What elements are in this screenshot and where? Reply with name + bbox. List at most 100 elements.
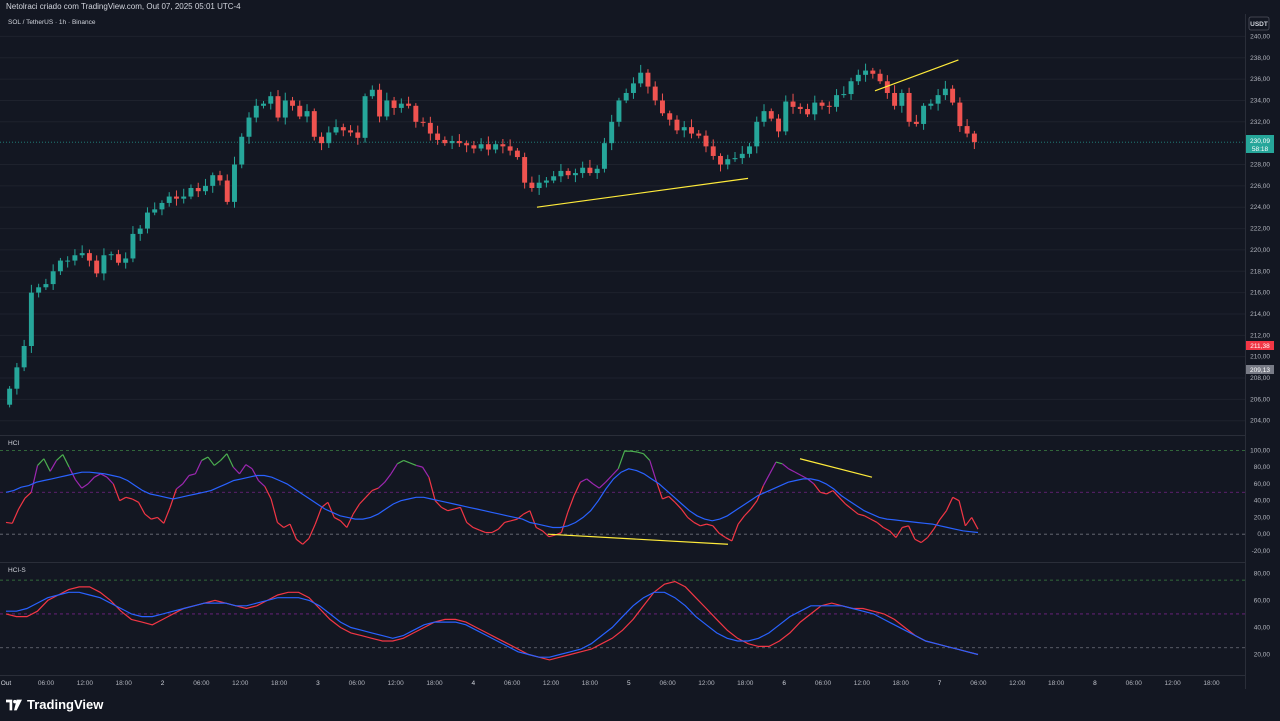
hci-line-segment: [504, 520, 512, 524]
price-tick-label: 236,00: [1250, 76, 1270, 83]
hci-indicator-pane[interactable]: [0, 449, 1245, 545]
time-tick-label: 12:00: [1009, 680, 1026, 687]
symbol-legend[interactable]: SOL / TetherUS · 1h · Binance: [8, 19, 96, 26]
hci-line-segment: [409, 462, 417, 467]
candle-body: [210, 175, 216, 186]
price-tick-label: 222,00: [1250, 226, 1270, 233]
candle-body: [485, 144, 491, 150]
hci-line-segment: [655, 480, 663, 500]
hci-line-segment: [5, 521, 13, 524]
candle-body: [732, 158, 738, 160]
candle-body: [217, 175, 223, 181]
time-tick-label: 06:00: [659, 680, 676, 687]
hci-line-segment: [226, 453, 234, 468]
hci-line-segment: [87, 476, 95, 485]
price-tick-label: 232,00: [1250, 119, 1270, 126]
hci-line-segment: [826, 490, 834, 495]
candle-body: [580, 167, 586, 174]
price-axis[interactable]: 240,00 238,00 236,00 234,00 232,00 228,00 226,…: [1250, 33, 1270, 658]
hci-line-segment: [529, 510, 537, 528]
hci-line-segment: [845, 503, 853, 510]
red-price-marker: 211,38: [1250, 343, 1270, 350]
hci-line-segment: [807, 478, 815, 485]
candle-body: [137, 228, 143, 234]
indicator-tick-label: 40,00: [1254, 624, 1271, 631]
hci-line-segment: [586, 478, 594, 485]
hci-line-segment: [895, 527, 903, 538]
candle-body: [108, 254, 114, 256]
candle-body: [812, 102, 818, 115]
hci-line-segment: [864, 515, 871, 520]
time-tick-label: 06:00: [1126, 680, 1143, 687]
candle-body: [195, 188, 201, 192]
candle-body: [159, 202, 165, 210]
tradingview-logo[interactable]: TradingView: [6, 697, 103, 712]
candle-body: [514, 150, 520, 158]
time-tick-label: 06:00: [193, 680, 210, 687]
hci-line-segment: [889, 530, 897, 538]
hci-line-segment: [295, 538, 304, 545]
currency-badge[interactable]: USDT: [1250, 21, 1268, 28]
candle-body: [282, 100, 288, 118]
hci-line-segment: [422, 466, 430, 478]
red-series-line: [5, 580, 979, 661]
chart-area[interactable]: 240,00238,00236,00234,00232,00228,00226,…: [0, 0, 1280, 689]
candle-body: [964, 126, 970, 134]
hci-line-segment: [169, 488, 177, 508]
candle-body: [877, 73, 883, 82]
hci-line-segment: [18, 497, 26, 510]
hci-line-segment: [416, 464, 423, 468]
candle-body: [369, 89, 375, 97]
time-tick-label: 12:00: [698, 680, 715, 687]
hci-line-segment: [434, 500, 442, 508]
candle-body: [115, 254, 121, 263]
hci-line-segment: [945, 497, 954, 511]
candle-body: [94, 260, 100, 274]
candle-body: [101, 255, 107, 274]
hci-line-segment: [491, 528, 499, 534]
divergence-trendline: [536, 177, 749, 208]
candle-body: [971, 133, 977, 143]
hci-legend[interactable]: HCI: [8, 440, 19, 447]
candle-body: [79, 253, 85, 256]
time-tick-label: 12:00: [388, 680, 405, 687]
gray-price-marker-bg: [1246, 365, 1274, 374]
hci-line-segment: [245, 464, 253, 470]
hci-line-segment: [788, 468, 796, 473]
hci-line-segment: [630, 450, 638, 453]
hci-line-segment: [112, 483, 121, 501]
price-tick-label: 214,00: [1250, 311, 1270, 318]
hci-line-segment: [592, 483, 600, 489]
time-axis[interactable]: Out 06:00 12:00 18:00 2 06:00 12:00 18:00 3 06:00…: [1, 680, 1220, 687]
candle-body: [7, 388, 13, 405]
candle-body: [442, 139, 448, 144]
hci-s-indicator-pane[interactable]: [0, 579, 1245, 661]
indicator-tick-label: 40,00: [1254, 498, 1271, 505]
hci-s-legend[interactable]: HCI-S: [8, 567, 26, 574]
candle-body: [928, 103, 934, 106]
candle-body: [710, 146, 716, 156]
time-tick-label: 3: [316, 680, 320, 687]
candle-body: [768, 111, 774, 119]
hci-line-segment: [151, 516, 158, 520]
hci-line-segment: [756, 485, 764, 501]
candle-body: [43, 284, 49, 288]
main-price-pane[interactable]: [0, 35, 1245, 422]
candle-body: [406, 103, 412, 106]
hci-line-segment: [712, 525, 720, 534]
time-tick-label: 6: [782, 680, 786, 687]
candle-body: [884, 81, 890, 93]
hci-line-segment: [548, 534, 556, 538]
hci-line-segment: [466, 521, 474, 528]
candle-body: [652, 86, 658, 101]
hci-line-segment: [384, 473, 392, 483]
price-tick-label: 210,00: [1250, 354, 1270, 361]
time-tick-label: 06:00: [349, 680, 366, 687]
hci-line-segment: [194, 460, 203, 475]
hci-line-segment: [270, 498, 278, 523]
hci-line-segment: [637, 451, 644, 455]
hci-line-segment: [687, 516, 695, 523]
time-tick-label: 06:00: [970, 680, 987, 687]
candle-body: [558, 170, 564, 177]
indicator-tick-label: 60,00: [1254, 481, 1271, 488]
